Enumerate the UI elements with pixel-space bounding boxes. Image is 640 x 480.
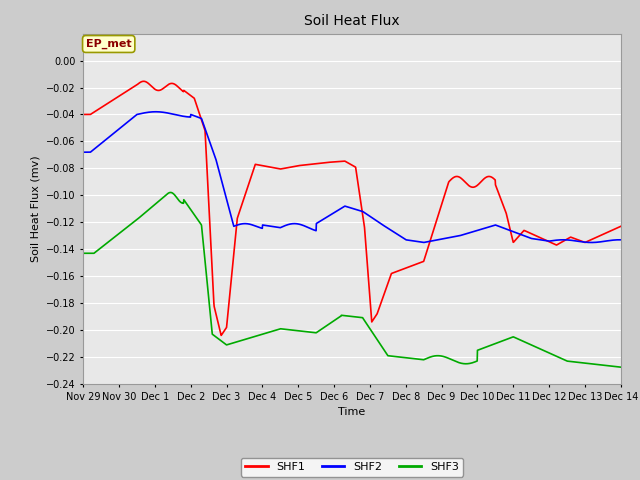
Y-axis label: Soil Heat Flux (mv): Soil Heat Flux (mv) [30, 156, 40, 262]
Title: Soil Heat Flux: Soil Heat Flux [304, 14, 400, 28]
Text: EP_met: EP_met [86, 39, 131, 49]
X-axis label: Time: Time [339, 407, 365, 417]
Legend: SHF1, SHF2, SHF3: SHF1, SHF2, SHF3 [241, 457, 463, 477]
